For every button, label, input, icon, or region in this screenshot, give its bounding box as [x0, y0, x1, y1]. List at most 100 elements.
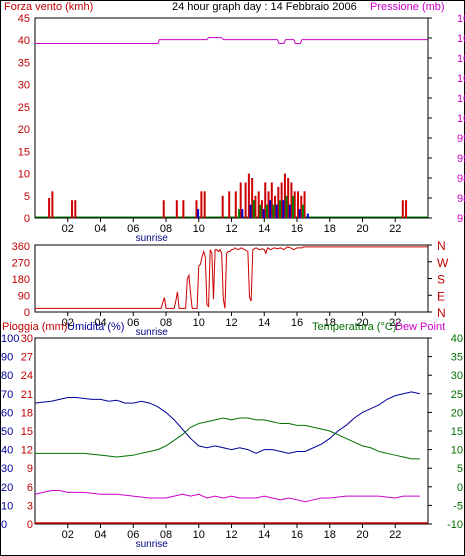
wind-gust-bar: [303, 191, 306, 218]
wind-gust-bar: [257, 191, 260, 218]
wind-tick-label: 20: [18, 124, 30, 136]
wind-gust-bar: [270, 182, 273, 218]
humidity-tick-label: 40: [1, 445, 13, 457]
wind-gust-bar: [264, 182, 267, 218]
pressure-tick-label: 995: [457, 133, 465, 145]
humidity-tick-label: 100: [1, 333, 19, 345]
humidity-tick-label: 60: [1, 407, 13, 419]
wind-gust-bar: [221, 195, 224, 218]
wind-avg-bar: [241, 209, 244, 218]
rain-tick-label: 9: [27, 463, 33, 475]
wind-gust-bar: [287, 178, 290, 218]
x-tick-label: 06: [127, 529, 139, 541]
wind-low-bar: [272, 204, 275, 218]
x-tick-label: 02: [62, 317, 74, 329]
humidity-line: [34, 391, 420, 454]
wind-gust-bar: [175, 200, 178, 218]
wind-avg-bar: [275, 204, 278, 218]
wind-avg-bar: [298, 209, 301, 218]
x-tick-label: 04: [94, 223, 106, 235]
x-tick-label: 10: [193, 529, 205, 541]
pressure-tick-label: 1021: [457, 33, 465, 45]
wind-avg-bar: [262, 209, 265, 218]
x-tick-label: 16: [291, 529, 303, 541]
pressure-tick-label: 980: [457, 193, 465, 205]
wind-gust-bar: [48, 198, 51, 218]
wind-tick-label: 25: [18, 102, 30, 114]
wind-low-bar: [265, 204, 268, 218]
direction-tick-label: 270: [12, 258, 30, 270]
rain-tick-label: 27: [21, 352, 33, 364]
wind-gust-bar: [405, 200, 408, 218]
rain-tick-label: 15: [21, 426, 33, 438]
x-tick-label: 02: [62, 223, 74, 235]
dewpoint-axis-label: Dew Point: [395, 321, 445, 333]
pressure-tick-label: 1005: [457, 93, 465, 105]
rain-axis-label: Pioggia (mm): [2, 321, 67, 333]
humidity-tick-label: 30: [1, 463, 13, 475]
x-tick-label: 06: [127, 223, 139, 235]
wind-low-bar: [292, 195, 295, 218]
pressure-tick-label: 1000: [457, 113, 465, 125]
wind-tick-label: 10: [18, 169, 30, 181]
wind-avg-bar: [269, 200, 272, 218]
direction-plot-area: [34, 244, 429, 313]
temp-tick-label: 20: [451, 407, 463, 419]
x-tick-label: 14: [258, 529, 270, 541]
x-tick-label: 14: [258, 223, 270, 235]
pressure-tick-label: 975: [457, 213, 465, 225]
x-tick-label: 20: [356, 223, 368, 235]
sunrise-marker-label: sunrise: [136, 327, 169, 338]
rain-tick-label: 18: [21, 407, 33, 419]
wind-avg-bar: [197, 209, 200, 218]
chart-title: 24 hour graph day : 14 Febbraio 2006: [172, 1, 357, 13]
x-tick-label: 20: [356, 317, 368, 329]
wind-tick-label: 15: [18, 146, 30, 158]
wind-low-bar: [252, 200, 255, 218]
temp-tick-label: 40: [451, 333, 463, 345]
humidity-tick-label: 20: [1, 482, 13, 494]
direction-tick-label: 180: [12, 274, 30, 286]
humidity-tick-label: 0: [1, 519, 7, 531]
wind-gust-bar: [260, 200, 263, 218]
wind-avg-bar: [282, 200, 285, 218]
temp-tick-label: 35: [451, 352, 463, 364]
temp-tick-label: 25: [451, 389, 463, 401]
x-tick-label: 22: [389, 223, 401, 235]
wind-gust-bar: [274, 195, 277, 218]
rain-tick-label: 6: [27, 482, 33, 494]
wind-avg-bar: [249, 204, 252, 218]
x-tick-label: 04: [94, 317, 106, 329]
temp-tick-label: 10: [451, 445, 463, 457]
wind-tick-label: 0: [24, 213, 30, 225]
wind-gust-bar: [297, 191, 299, 218]
wind-gust-bar: [283, 173, 286, 218]
x-tick-label: 04: [94, 529, 106, 541]
sunrise-marker-label: sunrise: [136, 233, 169, 244]
wind-gust-bar: [401, 200, 404, 218]
pressure-tick-label: 985: [457, 173, 465, 185]
direction-tick-label: 360: [12, 241, 30, 253]
wind-gust-bar: [162, 200, 165, 218]
temperature-axis-label: Temperatura (°C): [312, 321, 396, 333]
wind-low-bar: [238, 209, 241, 218]
wind-gust-bar: [293, 191, 296, 218]
wind-avg-bar: [306, 213, 309, 218]
pressure-tick-label: 990: [457, 153, 465, 165]
direction-tick-label: 0: [24, 307, 30, 319]
wind-gust-bar: [254, 195, 257, 218]
wind-axis-label: Forza vento (kmh): [4, 1, 93, 13]
x-tick-label: 10: [193, 317, 205, 329]
wind-gust-bar: [71, 200, 74, 218]
temp-tick-label: 30: [451, 370, 463, 382]
x-tick-label: 16: [291, 317, 303, 329]
x-tick-label: 18: [324, 317, 336, 329]
compass-tick-label: N: [437, 306, 446, 320]
rain-tick-label: 0: [27, 519, 33, 531]
wind-low-bar: [259, 204, 262, 218]
wind-direction-line: [35, 246, 428, 309]
wind-low-bar: [301, 204, 304, 218]
wind-gust-bar: [290, 182, 293, 218]
wind-tick-label: 35: [18, 57, 30, 69]
